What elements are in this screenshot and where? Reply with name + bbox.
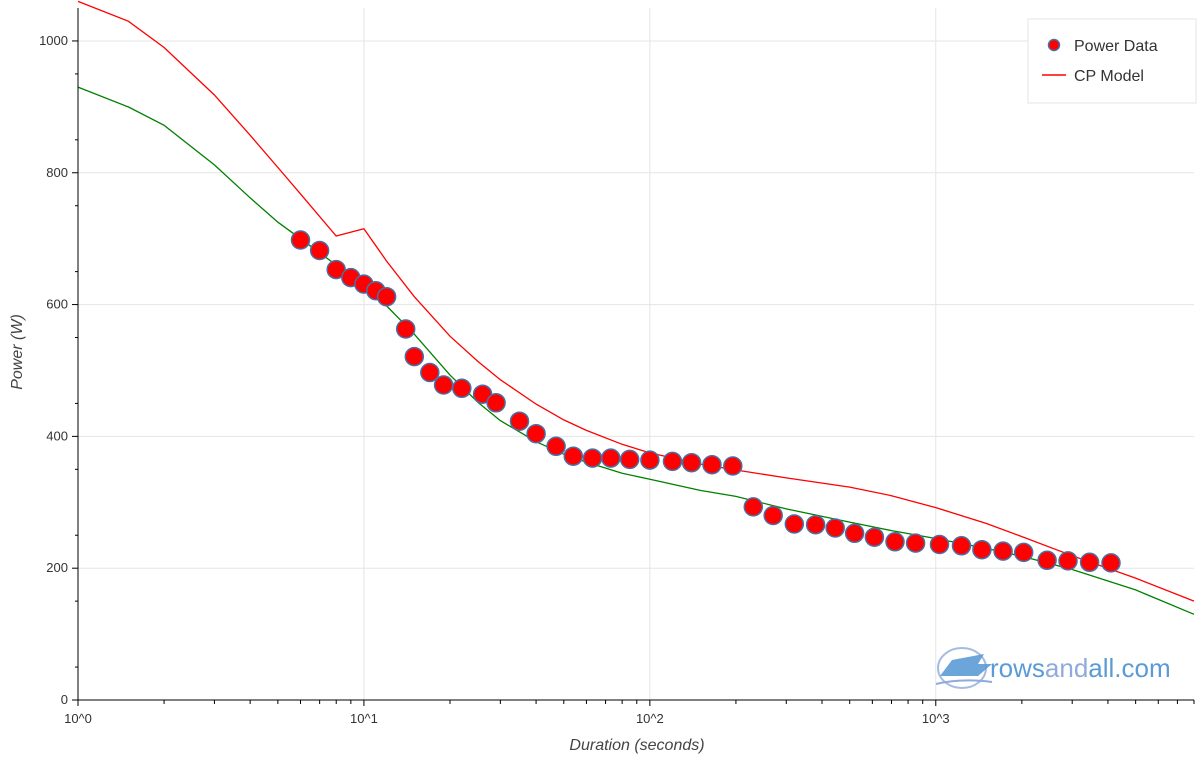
- data-point: [1101, 553, 1121, 573]
- data-point: [993, 541, 1013, 561]
- data-point: [640, 450, 660, 470]
- x-tick-label: 10^3: [922, 711, 950, 726]
- y-tick-label: 800: [46, 165, 68, 180]
- data-point: [743, 497, 764, 517]
- data-point: [905, 533, 926, 553]
- rowing-boat-icon: [935, 647, 993, 689]
- data-point: [326, 259, 346, 280]
- legend-power-data-label: Power Data: [1074, 38, 1158, 55]
- watermark-text: rowsandall.com: [990, 653, 1171, 683]
- y-tick-label: 1000: [39, 33, 68, 48]
- data-point: [681, 452, 702, 473]
- data-point: [601, 448, 621, 468]
- y-axis-label: Power (W): [9, 314, 26, 390]
- data-point: [844, 523, 865, 544]
- y-axis-ticks: 0 200 400 600 800 1000: [39, 33, 78, 707]
- power-data-points: [290, 230, 1121, 573]
- data-point: [563, 446, 584, 466]
- y-tick-label: 400: [46, 428, 68, 443]
- data-point: [546, 436, 566, 457]
- data-point: [395, 319, 416, 339]
- model-lines: [77, 0, 1195, 615]
- data-point: [972, 539, 992, 560]
- data-point: [404, 346, 425, 367]
- data-point: [784, 514, 805, 534]
- watermark-logo: rowsandall.com: [935, 647, 1171, 689]
- data-point: [763, 505, 783, 526]
- x-axis-ticks: 10^0 10^1 10^2 10^3: [64, 700, 1195, 726]
- data-point: [864, 527, 885, 547]
- data-point: [309, 240, 330, 261]
- data-point: [582, 448, 603, 468]
- data-point: [885, 532, 905, 552]
- y-tick-label: 0: [61, 692, 68, 707]
- cp-model-line: [77, 0, 1195, 602]
- data-point: [805, 514, 826, 535]
- axes: [77, 8, 1194, 701]
- data-point: [433, 375, 454, 395]
- data-point: [1013, 542, 1034, 563]
- watermark-text-all: all.com: [1088, 653, 1170, 683]
- data-point: [619, 449, 640, 470]
- legend-box: [1027, 18, 1197, 104]
- watermark-text-and: and: [1045, 653, 1088, 683]
- data-point: [376, 286, 397, 307]
- data-point: [951, 536, 972, 556]
- legend-power-data-marker: [1047, 38, 1061, 52]
- y-gridlines: [78, 40, 1194, 701]
- data-point: [1037, 550, 1057, 571]
- data-point: [420, 362, 440, 383]
- fit-line-1: [77, 86, 1195, 615]
- data-point: [452, 378, 472, 399]
- legend: Power Data CP Model: [1027, 18, 1197, 104]
- watermark-text-rows: rows: [990, 653, 1045, 683]
- data-point: [702, 454, 722, 475]
- x-axis-label: Duration (seconds): [569, 737, 704, 754]
- data-point: [825, 518, 845, 538]
- y-tick-label: 600: [46, 297, 68, 312]
- y-tick-label: 200: [46, 560, 68, 575]
- x-gridlines: [77, 8, 937, 700]
- x-tick-label: 10^2: [636, 711, 664, 726]
- data-point: [486, 393, 506, 413]
- x-tick-label: 10^0: [64, 711, 92, 726]
- legend-cp-model-label: CP Model: [1074, 68, 1144, 85]
- data-point: [662, 451, 683, 472]
- data-point: [290, 230, 311, 250]
- data-point: [723, 456, 743, 476]
- data-point: [509, 411, 530, 431]
- x-tick-label: 10^1: [350, 711, 378, 726]
- data-point: [1058, 551, 1078, 571]
- data-point: [929, 534, 950, 555]
- data-point: [526, 423, 546, 444]
- data-point: [1079, 552, 1100, 573]
